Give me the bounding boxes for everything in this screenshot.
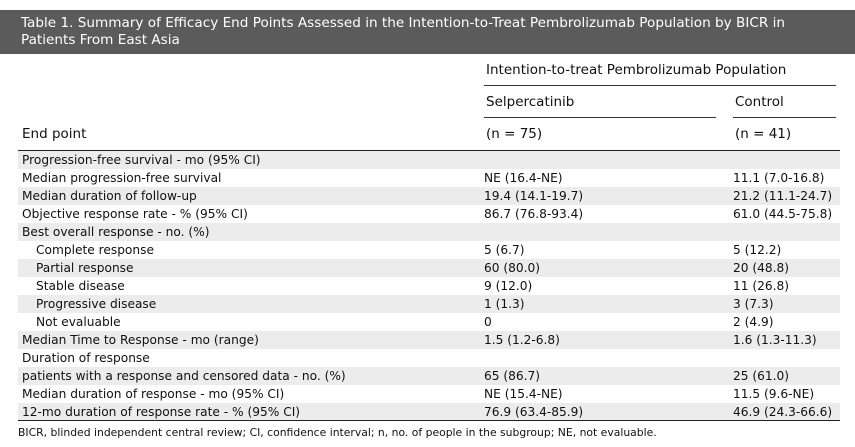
control-value: 11.1 (7.0-16.8) (733, 171, 825, 185)
row-label: Progression-free survival - mo (95% CI) (22, 153, 261, 167)
table-row: Best overall response - no. (%) (18, 223, 840, 241)
table-row: Complete response 5 (6.7) 5 (12.2) (18, 241, 840, 259)
selpercatinib-value: 76.9 (63.4-85.9) (484, 405, 584, 419)
control-value: 2 (4.9) (733, 315, 774, 329)
selpercatinib-value: 65 (86.7) (484, 369, 541, 383)
row-label: Complete response (36, 243, 154, 257)
table-row: Median duration of follow-up 19.4 (14.1-1… (18, 187, 840, 205)
table-footnote: BICR, blinded independent central review… (18, 426, 657, 439)
control-value: 1.6 (1.3-11.3) (733, 333, 817, 347)
control-value: 5 (12.2) (733, 243, 782, 257)
selpercatinib-value: 1.5 (1.2-6.8) (484, 333, 560, 347)
control-value: 20 (48.8) (733, 261, 790, 275)
selpercatinib-value: 0 (484, 315, 492, 329)
table-bottom-rule (18, 420, 840, 421)
table-row: Not evaluable 0 2 (4.9) (18, 313, 840, 331)
row-label: Objective response rate - % (95% CI) (22, 207, 248, 221)
column-header-control: Control (735, 94, 784, 110)
table-title-bar: Table 1. Summary of Efficacy End Points … (0, 10, 855, 54)
column-group-header: Intention-to-treat Pembrolizumab Populat… (486, 62, 787, 78)
table-row: Progression-free survival - mo (95% CI) (18, 151, 840, 169)
row-label: Median duration of follow-up (22, 189, 197, 203)
row-label: Partial response (36, 261, 134, 275)
column-n-selpercatinib: (n = 75) (486, 126, 543, 142)
col2-header-rule (733, 117, 836, 118)
control-value: 61.0 (44.5-75.8) (733, 207, 833, 221)
table-row: Duration of response (18, 349, 840, 367)
selpercatinib-value: 1 (1.3) (484, 297, 525, 311)
column-header-selpercatinib: Selpercatinib (486, 94, 575, 110)
row-label: Not evaluable (36, 315, 121, 329)
selpercatinib-value: 9 (12.0) (484, 279, 533, 293)
row-label: patients with a response and censored da… (22, 369, 346, 383)
table-row: Median progression-free survival NE (16.4… (18, 169, 840, 187)
col1-header-rule (484, 117, 716, 118)
row-label: 12-mo duration of response rate - % (95%… (22, 405, 301, 419)
table-title: Table 1. Summary of Efficacy End Points … (21, 15, 786, 48)
row-label: Median Time to Response - mo (range) (22, 333, 259, 347)
row-label: Duration of response (22, 351, 150, 365)
control-value: 11.5 (9.6-NE) (733, 387, 815, 401)
table-row: patients with a response and censored da… (18, 367, 840, 385)
table-row: Median Time to Response - mo (range) 1.5 … (18, 331, 840, 349)
endpoint-header: End point (22, 126, 87, 142)
header-bottom-rule (18, 150, 840, 151)
selpercatinib-value: 60 (80.0) (484, 261, 541, 275)
table-row: Stable disease 9 (12.0) 11 (26.8) (18, 277, 840, 295)
column-n-control: (n = 41) (735, 126, 792, 142)
row-label: Best overall response - no. (%) (22, 225, 210, 239)
control-value: 21.2 (11.1-24.7) (733, 189, 833, 203)
table-row: Objective response rate - % (95% CI) 86.7… (18, 205, 840, 223)
selpercatinib-value: 5 (6.7) (484, 243, 525, 257)
control-value: 46.9 (24.3-66.6) (733, 405, 833, 419)
control-value: 25 (61.0) (733, 369, 790, 383)
selpercatinib-value: NE (16.4-NE) (484, 171, 563, 185)
selpercatinib-value: 86.7 (76.8-93.4) (484, 207, 584, 221)
row-label: Median duration of response - mo (95% CI… (22, 387, 285, 401)
table-row: Progressive disease 1 (1.3) 3 (7.3) (18, 295, 840, 313)
row-label: Stable disease (36, 279, 125, 293)
selpercatinib-value: 19.4 (14.1-19.7) (484, 189, 584, 203)
table-row: 12-mo duration of response rate - % (95%… (18, 403, 840, 421)
control-value: 11 (26.8) (733, 279, 790, 293)
selpercatinib-value: NE (15.4-NE) (484, 387, 563, 401)
row-label: Progressive disease (36, 297, 157, 311)
control-value: 3 (7.3) (733, 297, 774, 311)
row-label: Median progression-free survival (22, 171, 222, 185)
table-row: Median duration of response - mo (95% CI… (18, 385, 840, 403)
group-header-rule (484, 85, 836, 86)
table-row: Partial response 60 (80.0) 20 (48.8) (18, 259, 840, 277)
